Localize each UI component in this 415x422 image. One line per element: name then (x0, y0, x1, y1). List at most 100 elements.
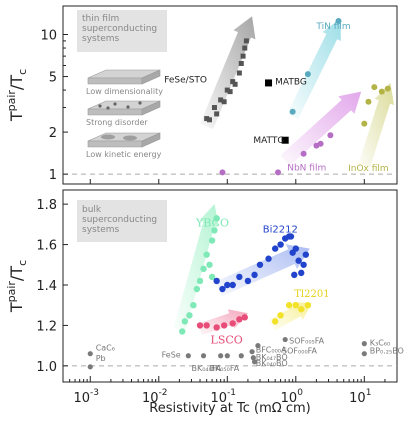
disorder-dot-4 (106, 106, 110, 110)
disorder-dot-3 (138, 101, 142, 105)
thin-film-box (77, 10, 167, 52)
top-ytick-label-3: 10 (40, 29, 57, 44)
bottom-point-ybco-11 (213, 215, 220, 222)
top-point-fese-sto-7 (227, 89, 233, 95)
bottom-point-others-2 (185, 353, 191, 359)
x-axis-label: Resistivity at Tc (mΩ cm) (149, 401, 310, 416)
bottom-ytick-label-4: 1.8 (36, 198, 57, 213)
bottom-point-ybco-5 (196, 277, 204, 285)
top-point-matbg-0 (265, 79, 273, 87)
bottom-point-bi2212-1 (219, 285, 226, 293)
top-point-fese-sto-12 (240, 53, 246, 59)
top-point-fese-sto-1 (206, 117, 212, 123)
bottom-point-tl2201-2 (285, 302, 293, 309)
top-point-inox-film-4 (384, 85, 391, 92)
icon-label-0: Low dimensionality (86, 87, 163, 96)
thin-film-title-line-2: systems (82, 34, 120, 44)
top-series-label-4: NbN film (287, 163, 326, 173)
top-point-fese-sto-10 (236, 70, 242, 76)
bottom-point-ybco-10 (211, 227, 218, 234)
bottom-point-bi2212-2 (224, 281, 231, 289)
top-series-label-0: FeSe/STO (164, 76, 207, 86)
bottom-point-lsco-5 (236, 316, 243, 323)
slab-side-0 (141, 69, 161, 85)
point-annotation-10: K₃C₆₀ (370, 339, 390, 348)
top-point-mattg-0 (281, 136, 289, 144)
bottom-point-others-1 (87, 364, 93, 370)
bottom-point-ybco-6 (200, 265, 207, 273)
bulk-box (77, 200, 167, 242)
bottom-point-bi2212-3 (229, 281, 236, 289)
bottom-point-lsco-2 (213, 324, 220, 331)
point-annotation-2: FeSe (162, 351, 181, 360)
bottom-point-lsco-0 (196, 322, 204, 329)
bottom-point-bi2212-17 (300, 261, 307, 268)
xtick-label-1: 10-2 (142, 388, 168, 406)
point-annotation-8: SOF₀₀₅FA (289, 337, 324, 346)
bottom-point-ybco-4 (193, 285, 201, 293)
point-annotation-6: BK₀₄₇BO (256, 353, 288, 362)
top-series-label-5: InOx film (348, 164, 389, 174)
nbn-arrow (280, 91, 362, 166)
xtick-label-0: 10-3 (73, 388, 99, 406)
point-annotation-0: CaC₆ (96, 344, 115, 353)
bottom-point-others-7 (249, 349, 255, 355)
bottom-point-ybco-7 (203, 251, 210, 258)
bottom-point-bi2212-10 (277, 241, 284, 248)
bulk-title-line-2: systems (82, 225, 120, 235)
bottom-point-bi2212-6 (251, 271, 258, 279)
top-point-fese-sto-6 (224, 87, 230, 93)
bottom-point-ybco-8 (206, 261, 213, 268)
top-point-nbn-film-1 (275, 169, 282, 176)
top-point-fese-sto-3 (214, 111, 220, 117)
top-point-fese-sto-9 (232, 81, 238, 87)
bottom-point-others-8 (250, 355, 256, 361)
bottom-series-label-0: YBCO (195, 216, 229, 229)
bottom-ytick-label-3: 1.6 (36, 239, 57, 254)
bottom-point-bi2212-4 (236, 273, 243, 281)
bottom-point-bi2212-16 (298, 269, 305, 277)
top-point-fese-sto-2 (211, 105, 217, 111)
top-point-fese-sto-8 (230, 79, 236, 85)
bottom-series-label-2: Tl2201 (294, 289, 329, 300)
bottom-point-lsco-6 (241, 314, 248, 321)
bottom-point-lsco-4 (229, 320, 236, 327)
slab-front-2 (87, 140, 143, 148)
top-point-tin-film-0 (289, 108, 296, 115)
bottom-point-ybco-12 (208, 273, 216, 281)
point-annotation-5: BFC₀₀₀A (256, 346, 287, 355)
bottom-point-tl2201-1 (277, 312, 284, 319)
bottom-point-tl2201-5 (304, 302, 312, 309)
bottom-point-others-3 (200, 353, 207, 359)
ybco-arrow (173, 204, 219, 332)
kinetic-blob-0 (101, 134, 115, 140)
point-annotation-1: Pb (96, 354, 106, 363)
bottom-point-ybco-0 (179, 328, 186, 335)
bottom-series-label-1: Bi2212 (263, 224, 298, 235)
point-annotation-11: BP₀.₂₅BO (370, 347, 404, 356)
bottom-point-ybco-3 (190, 302, 197, 309)
bottom-ytick-label-2: 1.4 (36, 279, 57, 294)
bottom-point-tl2201-4 (298, 306, 305, 313)
top-point-inox-film-1 (365, 98, 372, 105)
top-point-fese-sto-4 (218, 97, 224, 103)
point-annotation-4: BK₀₅₀FA (209, 364, 239, 373)
bottom-point-others-13 (361, 351, 367, 357)
icon-label-2: Low kinetic energy (86, 150, 162, 159)
bottom-point-bi2212-15 (295, 257, 302, 264)
point-annotation-7: BK₀₄₀BO (256, 359, 288, 368)
top-ytick-label-0: 1 (49, 168, 57, 183)
slab-icon-2 (87, 132, 161, 148)
bottom-point-lsco-3 (220, 322, 228, 329)
slab-side-2 (141, 132, 161, 148)
bottom-point-others-5 (224, 353, 230, 359)
bottom-point-ybco-2 (186, 312, 193, 319)
bottom-point-bi2212-7 (256, 261, 264, 268)
bottom-point-others-12 (361, 341, 367, 347)
xtick-label-2: 10-1 (211, 388, 237, 406)
bottom-ytick-label-1: 1.2 (36, 319, 57, 334)
top-point-inox-film-3 (378, 88, 385, 95)
bottom-point-bi2212-14 (292, 245, 299, 252)
top-point-fese-sto-0 (204, 116, 210, 122)
